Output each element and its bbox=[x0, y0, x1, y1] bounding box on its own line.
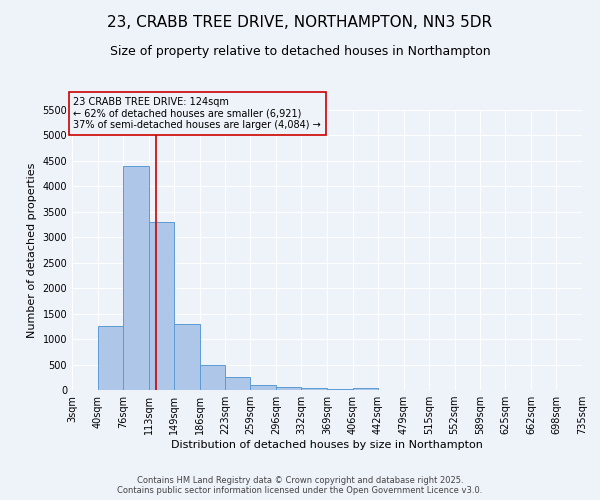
X-axis label: Distribution of detached houses by size in Northampton: Distribution of detached houses by size … bbox=[171, 440, 483, 450]
Text: Size of property relative to detached houses in Northampton: Size of property relative to detached ho… bbox=[110, 45, 490, 58]
Bar bbox=[276, 387, 301, 390]
Bar bbox=[98, 326, 123, 390]
Bar bbox=[327, 389, 353, 390]
Bar bbox=[250, 385, 276, 390]
Y-axis label: Number of detached properties: Number of detached properties bbox=[27, 162, 37, 338]
Text: Contains HM Land Registry data © Crown copyright and database right 2025.
Contai: Contains HM Land Registry data © Crown c… bbox=[118, 476, 482, 495]
Bar bbox=[149, 222, 174, 390]
Bar bbox=[301, 388, 327, 390]
Bar bbox=[225, 378, 250, 390]
Text: 23, CRABB TREE DRIVE, NORTHAMPTON, NN3 5DR: 23, CRABB TREE DRIVE, NORTHAMPTON, NN3 5… bbox=[107, 15, 493, 30]
Bar bbox=[199, 364, 225, 390]
Text: 23 CRABB TREE DRIVE: 124sqm
← 62% of detached houses are smaller (6,921)
37% of : 23 CRABB TREE DRIVE: 124sqm ← 62% of det… bbox=[73, 97, 321, 130]
Bar bbox=[123, 166, 149, 390]
Bar bbox=[353, 388, 378, 390]
Bar bbox=[174, 324, 199, 390]
